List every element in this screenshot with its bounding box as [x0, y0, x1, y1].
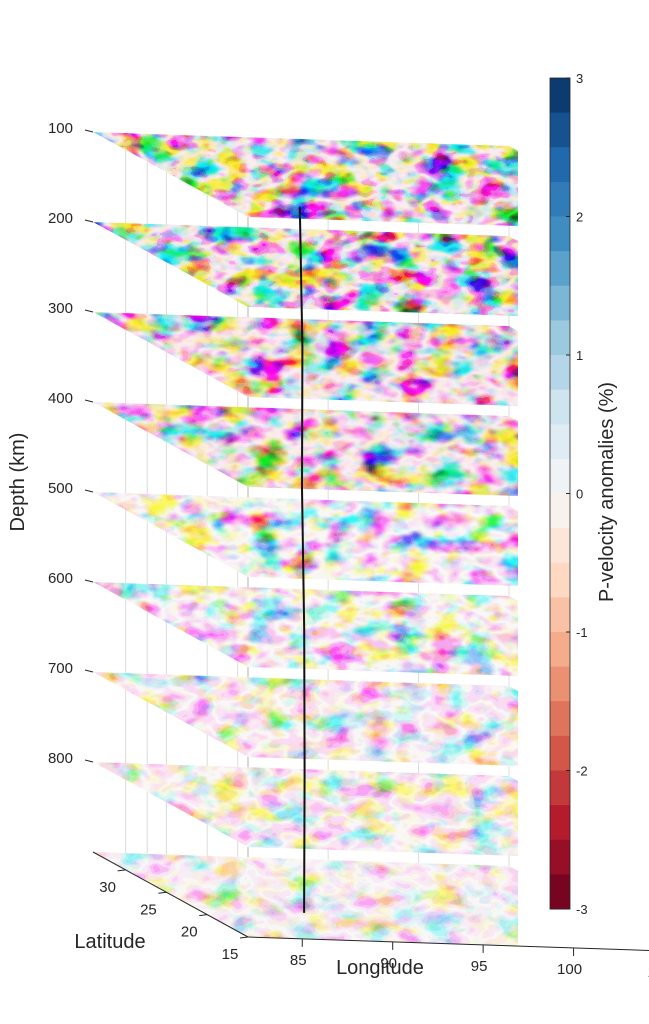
latitude-tick-label: 25 — [140, 901, 157, 918]
colorbar-segment — [550, 562, 570, 598]
depth-tick-label: 800 — [48, 750, 73, 767]
colorbar-segment — [550, 528, 570, 564]
colorbar-tick-label: 0 — [576, 487, 583, 502]
colorbar-segment — [550, 424, 570, 460]
slice-outline — [92, 131, 649, 231]
colorbar-tick-label: -2 — [576, 764, 588, 779]
colorbar-label: P-velocity anomalies (%) — [596, 382, 618, 602]
colorbar-tick-label: 3 — [576, 71, 583, 86]
colorbar-segment — [550, 216, 570, 252]
colorbar-segment — [550, 285, 570, 321]
slice-outline — [92, 311, 649, 411]
colorbar-segment — [550, 874, 570, 910]
depth-tick — [84, 129, 94, 133]
axis-line-longitude — [247, 936, 649, 951]
latitude-axis-label: Latitude — [74, 931, 145, 953]
depth-tick — [84, 579, 94, 583]
axis-ticks: 1002003004005006007008008590951001051520… — [48, 120, 649, 981]
colorbar-tick-label: 2 — [576, 210, 583, 225]
latitude-tick — [199, 914, 208, 917]
colorbar-segment — [550, 805, 570, 841]
slice-outline — [92, 221, 649, 321]
slice-texture — [93, 672, 518, 767]
slice-texture — [93, 852, 518, 947]
colorbar-segment — [550, 112, 570, 148]
colorbar-segment — [550, 701, 570, 737]
depth-slice-100 — [93, 132, 518, 227]
longitude-tick-label: 95 — [471, 958, 488, 975]
colorbar-tick-label: -3 — [576, 902, 588, 917]
slice-outline — [92, 401, 649, 501]
colorbar-segment — [550, 770, 570, 806]
slice-texture — [93, 762, 518, 857]
colorbar-segment — [550, 181, 570, 218]
z-axis-label: Depth (km) — [7, 433, 29, 532]
depth-tick-label: 300 — [48, 300, 73, 317]
colorbar: 3 2 1 0 -1 -2 -3 — [549, 71, 588, 917]
latitude-tick — [158, 891, 167, 894]
colorbar-segment — [550, 458, 570, 495]
depth-tick — [84, 489, 94, 493]
axis-line-latitude — [92, 851, 249, 938]
depth-tick-label: 600 — [48, 570, 73, 587]
slice-outline — [92, 671, 649, 771]
depth-slice-700 — [93, 672, 518, 767]
colorbar-tick-label: -1 — [576, 625, 588, 640]
depth-tick — [84, 219, 94, 223]
slab-trace-line — [298, 206, 306, 913]
colorbar-segment — [550, 597, 570, 633]
colorbar-segment — [550, 78, 570, 114]
longitude-tick-label: 100 — [557, 961, 582, 978]
longitude-tick-label: 85 — [290, 952, 307, 969]
depth-slice-200 — [93, 222, 518, 317]
depth-tick — [84, 669, 94, 673]
latitude-tick — [239, 936, 249, 939]
colorbar-segment — [550, 389, 570, 425]
depth-slice-900 — [93, 852, 518, 947]
depth-slice-800 — [93, 762, 518, 857]
depth-tick-label: 500 — [48, 480, 73, 497]
depth-tick-label: 200 — [48, 210, 73, 227]
slice-texture — [93, 132, 518, 227]
colorbar-segment — [550, 632, 570, 668]
longitude-axis-label: Longitude — [336, 957, 424, 979]
longitude-tick-label: 105 — [647, 964, 649, 981]
slice-outline — [92, 491, 649, 591]
longitude-tick-label: 90 — [380, 955, 397, 972]
depth-tick-label: 700 — [48, 660, 73, 677]
colorbar-segment — [550, 355, 570, 391]
colorbar-segment — [550, 251, 570, 287]
colorbar-segment — [550, 666, 570, 702]
depth-tick-label: 100 — [48, 120, 73, 137]
colorbar-segment — [550, 147, 570, 183]
colorbar-segment — [550, 320, 570, 356]
depth-tick — [84, 399, 94, 403]
colorbar-tick-label: 1 — [576, 348, 583, 363]
slice-outline — [92, 761, 649, 861]
colorbar-segment — [550, 735, 570, 772]
slice-outline — [92, 581, 649, 681]
latitude-tick-label: 30 — [99, 879, 116, 896]
colorbar-segment — [550, 839, 570, 875]
depth-tick — [84, 309, 94, 313]
slab-trace — [298, 206, 306, 913]
latitude-tick-label: 20 — [181, 924, 198, 941]
colorbar-segment — [550, 493, 570, 529]
latitude-tick — [117, 869, 126, 872]
slice-texture — [93, 222, 518, 317]
depth-tick — [84, 759, 94, 763]
depth-tick-label: 400 — [48, 390, 73, 407]
latitude-tick-label: 15 — [222, 946, 239, 963]
